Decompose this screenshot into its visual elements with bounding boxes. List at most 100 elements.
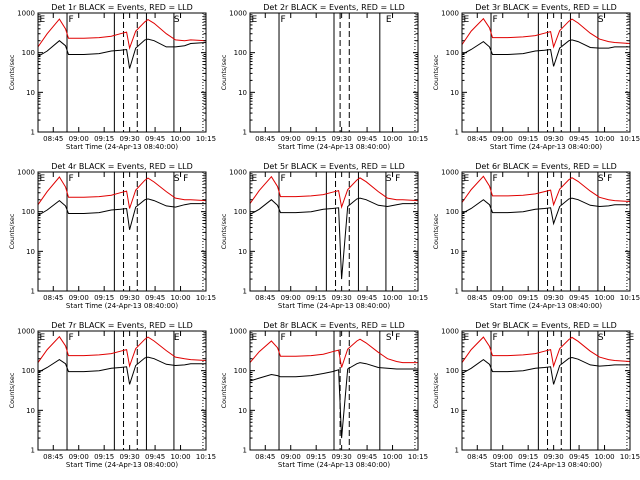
y-axis-label: Counts/sec bbox=[220, 372, 228, 408]
x-tick-label: 09:30 bbox=[544, 294, 564, 302]
series-line-lld bbox=[37, 335, 207, 369]
y-tick-label: 1 bbox=[455, 129, 459, 137]
x-tick-label: 09:30 bbox=[120, 294, 140, 302]
series-line-lld bbox=[37, 18, 207, 51]
mode-marker-e: E bbox=[252, 15, 258, 25]
x-tick-label: 09:30 bbox=[332, 294, 352, 302]
y-axis-label: Counts/sec bbox=[432, 213, 440, 249]
y-tick-label: 1000 bbox=[229, 328, 247, 336]
y-tick-label: 10 bbox=[26, 407, 35, 415]
chart-title: Det 4r BLACK = Events, RED = LLD bbox=[51, 162, 193, 171]
mode-marker-s: S bbox=[386, 333, 392, 343]
y-tick-label: 1000 bbox=[229, 10, 247, 18]
y-tick-label: 1000 bbox=[441, 328, 459, 336]
x-tick-label: 10:15 bbox=[408, 135, 428, 143]
mode-marker-e: E bbox=[252, 174, 258, 184]
x-tick-label: 08:45 bbox=[43, 453, 63, 461]
plot-frame bbox=[249, 12, 419, 133]
x-tick-label: 09:45 bbox=[357, 294, 377, 302]
x-tick-label: 09:15 bbox=[306, 135, 326, 143]
x-tick-label: 09:45 bbox=[145, 453, 165, 461]
mode-marker-e: E bbox=[628, 333, 634, 343]
x-tick-label: 08:45 bbox=[43, 135, 63, 143]
x-tick-label: 09:30 bbox=[544, 135, 564, 143]
x-tick-label: 09:00 bbox=[281, 294, 301, 302]
series-line-events bbox=[37, 198, 206, 230]
x-tick-label: 10:00 bbox=[594, 135, 614, 143]
x-tick-label: 10:00 bbox=[382, 135, 402, 143]
series-line-lld bbox=[249, 338, 418, 368]
x-tick-label: 10:00 bbox=[170, 135, 190, 143]
y-tick-label: 1000 bbox=[17, 328, 35, 336]
y-tick-label: 10 bbox=[238, 248, 247, 256]
x-tick-label: 09:30 bbox=[332, 453, 352, 461]
x-tick-label: 08:45 bbox=[467, 294, 487, 302]
chart-panel-6: Det 6r BLACK = Events, RED = LLD 1 10 100 10… bbox=[432, 162, 640, 310]
x-tick-label: 09:15 bbox=[94, 453, 114, 461]
y-tick-label: 1 bbox=[455, 447, 459, 455]
y-tick-label: 100 bbox=[22, 367, 35, 375]
plot-frame bbox=[249, 171, 419, 292]
mode-marker-f: F bbox=[395, 333, 400, 343]
y-tick-label: 1 bbox=[31, 447, 35, 455]
x-tick-label: 09:45 bbox=[357, 135, 377, 143]
y-tick-label: 1 bbox=[31, 129, 35, 137]
y-tick-label: 10 bbox=[238, 407, 247, 415]
y-tick-label: 100 bbox=[234, 49, 247, 57]
x-tick-label: 09:00 bbox=[281, 135, 301, 143]
x-tick-label: 10:00 bbox=[170, 453, 190, 461]
series-line-lld bbox=[461, 336, 631, 369]
x-axis-label: Start Time (24-Apr-13 08:40:00) bbox=[490, 302, 602, 310]
y-axis-label: Counts/sec bbox=[8, 54, 16, 90]
chart-panel-4: Det 4r BLACK = Events, RED = LLD 1 10 100 10… bbox=[8, 162, 216, 310]
series-line-events bbox=[461, 39, 630, 67]
chart-title: Det 8r BLACK = Events, RED = LLD bbox=[263, 321, 405, 330]
y-tick-label: 1000 bbox=[441, 10, 459, 18]
x-tick-label: 09:45 bbox=[569, 453, 589, 461]
x-tick-label: 08:45 bbox=[255, 294, 275, 302]
x-axis-label: Start Time (24-Apr-13 08:40:00) bbox=[490, 461, 602, 469]
x-tick-label: 10:15 bbox=[196, 135, 216, 143]
x-axis-label: Start Time (24-Apr-13 08:40:00) bbox=[66, 143, 178, 151]
y-tick-label: 1000 bbox=[441, 169, 459, 177]
chart-title: Det 5r BLACK = Events, RED = LLD bbox=[263, 162, 405, 171]
x-tick-label: 09:45 bbox=[145, 294, 165, 302]
mode-marker-e: E bbox=[40, 15, 46, 25]
y-tick-label: 10 bbox=[450, 407, 459, 415]
mode-marker-e: E bbox=[464, 15, 470, 25]
y-tick-label: 1 bbox=[455, 288, 459, 296]
mode-marker-e: E bbox=[464, 174, 470, 184]
y-tick-label: 1000 bbox=[229, 169, 247, 177]
chart-title: Det 7r BLACK = Events, RED = LLD bbox=[51, 321, 193, 330]
mode-marker-f: F bbox=[281, 174, 286, 184]
x-tick-label: 09:45 bbox=[145, 135, 165, 143]
plot-frame bbox=[461, 330, 631, 451]
y-tick-label: 100 bbox=[446, 367, 459, 375]
y-axis-label: Counts/sec bbox=[8, 372, 16, 408]
mode-marker-s: S bbox=[174, 15, 180, 25]
chart-title: Det 3r BLACK = Events, RED = LLD bbox=[475, 3, 617, 12]
mode-marker-e: E bbox=[40, 333, 46, 343]
x-tick-label: 09:00 bbox=[493, 135, 513, 143]
plot-frame bbox=[461, 171, 631, 292]
plot-frame bbox=[249, 330, 419, 451]
series-line-events bbox=[461, 197, 630, 226]
x-tick-label: 09:15 bbox=[518, 135, 538, 143]
x-axis-label: Start Time (24-Apr-13 08:40:00) bbox=[66, 302, 178, 310]
plot-frame bbox=[37, 330, 207, 451]
x-tick-label: 10:15 bbox=[408, 294, 428, 302]
y-tick-label: 100 bbox=[234, 367, 247, 375]
mode-marker-e: E bbox=[40, 174, 46, 184]
x-tick-label: 09:30 bbox=[544, 453, 564, 461]
chart-panel-8: Det 8r BLACK = Events, RED = LLD 1 10 100 10… bbox=[220, 321, 428, 469]
x-tick-label: 09:15 bbox=[518, 453, 538, 461]
x-tick-label: 08:45 bbox=[467, 453, 487, 461]
x-tick-label: 10:15 bbox=[196, 453, 216, 461]
x-axis-label: Start Time (24-Apr-13 08:40:00) bbox=[66, 461, 178, 469]
x-tick-label: 10:15 bbox=[196, 294, 216, 302]
y-tick-label: 1000 bbox=[17, 10, 35, 18]
y-tick-label: 100 bbox=[234, 208, 247, 216]
mode-marker-f: F bbox=[281, 15, 286, 25]
x-tick-label: 09:00 bbox=[69, 294, 89, 302]
series-line-events bbox=[249, 362, 418, 439]
